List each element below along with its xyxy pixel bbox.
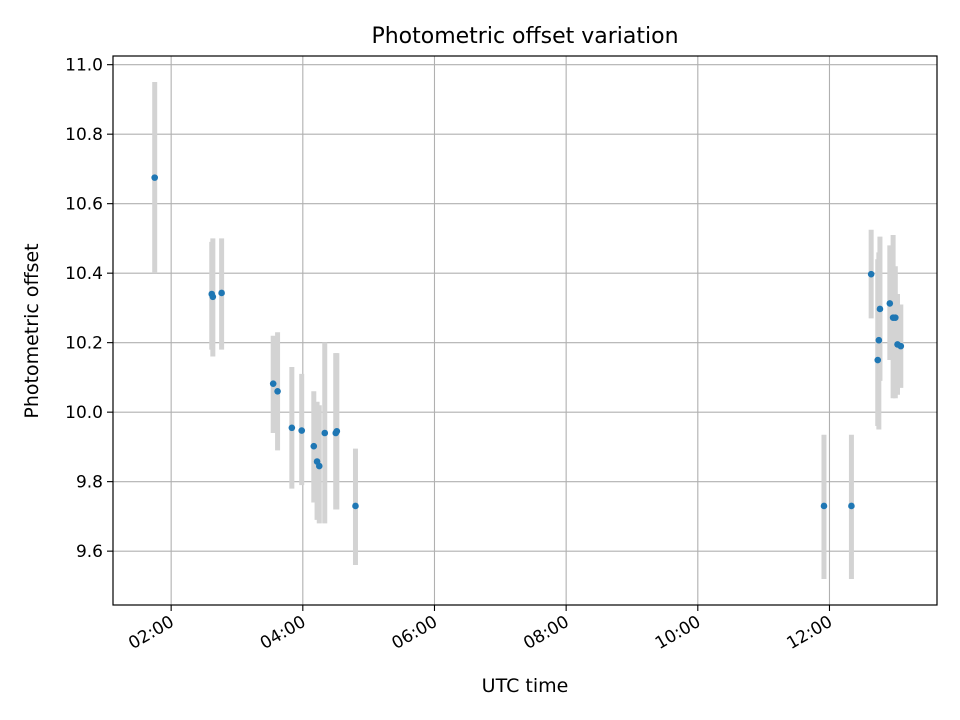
y-axis: 9.6 9.8 10.0 10.2 10.4 10.6 10.8 11.0 bbox=[65, 56, 113, 562]
data-point bbox=[820, 502, 828, 510]
data-point bbox=[867, 270, 875, 278]
plot-frame bbox=[112, 55, 938, 606]
data-point bbox=[892, 314, 899, 321]
data-point bbox=[151, 174, 158, 181]
data-point bbox=[352, 502, 359, 510]
data-point bbox=[310, 442, 318, 450]
data-point bbox=[274, 388, 281, 395]
data-point bbox=[298, 427, 306, 434]
data-point bbox=[875, 336, 883, 344]
y-tick-label: 10.4 bbox=[65, 264, 103, 284]
y-tick-label: 10.6 bbox=[65, 195, 103, 215]
y-tick-label: 10.2 bbox=[65, 334, 103, 354]
data-point bbox=[333, 427, 341, 435]
y-tick-label: 9.8 bbox=[76, 473, 103, 493]
data-point bbox=[209, 293, 217, 301]
data-point bbox=[897, 342, 905, 350]
data-points bbox=[151, 174, 905, 510]
x-axis-label: UTC time bbox=[482, 675, 569, 697]
data-point bbox=[886, 300, 894, 307]
y-tick-label: 10.0 bbox=[65, 403, 103, 423]
data-point bbox=[874, 356, 882, 364]
y-tick-label: 10.8 bbox=[65, 125, 103, 145]
y-axis-label: Photometric offset bbox=[21, 243, 43, 418]
y-tick-label: 11.0 bbox=[65, 56, 103, 76]
data-point bbox=[321, 429, 329, 437]
data-point bbox=[288, 424, 296, 432]
data-point bbox=[315, 462, 323, 470]
data-point bbox=[269, 380, 277, 387]
grid bbox=[113, 56, 937, 605]
data-point bbox=[876, 305, 884, 313]
chart-title: Photometric offset variation bbox=[371, 24, 678, 49]
data-point bbox=[218, 289, 225, 297]
y-tick-label: 9.6 bbox=[76, 542, 103, 562]
data-point bbox=[848, 502, 855, 510]
